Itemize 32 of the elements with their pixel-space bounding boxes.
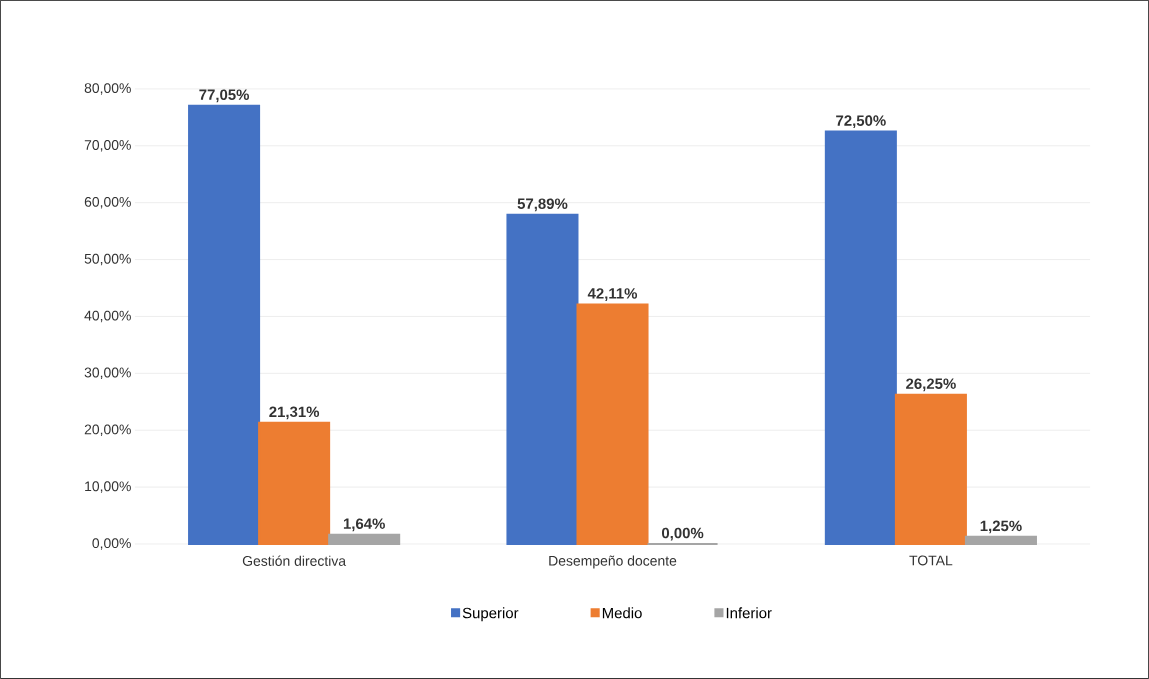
bar	[258, 421, 331, 546]
data-label: 1,64%	[343, 518, 385, 532]
bar	[576, 303, 649, 546]
data-label: 0,00%	[661, 527, 704, 541]
data-label: 42,11%	[587, 288, 638, 301]
bar	[188, 104, 261, 546]
y-tick-label: 10,00%	[85, 481, 131, 493]
bar	[328, 533, 401, 546]
y-tick-label: 40,00%	[84, 310, 131, 323]
y-tick-label: 20,00%	[84, 424, 131, 437]
data-label: 72,50%	[836, 115, 886, 129]
legend-label: Superior	[462, 607, 519, 622]
data-label: 26,25%	[906, 378, 956, 392]
y-tick-label: 80,00%	[84, 83, 131, 95]
y-tick-label: 0,00%	[92, 538, 131, 550]
x-tick-label: Gestión directiva	[242, 555, 347, 566]
x-tick-label: Desempeño docente	[549, 555, 677, 569]
data-label: 57,89%	[517, 198, 568, 212]
bar	[506, 213, 579, 546]
data-label: 1,25%	[980, 520, 1022, 534]
y-tick-label: 50,00%	[84, 253, 131, 266]
legend-label: Inferior	[726, 607, 772, 619]
bar	[964, 535, 1037, 546]
data-label: 21,31%	[269, 406, 320, 420]
y-tick-label: 30,00%	[84, 367, 131, 380]
bar	[894, 393, 967, 546]
data-label: 77,05%	[199, 89, 250, 103]
y-tick-label: 60,00%	[84, 196, 131, 209]
bar	[824, 130, 897, 546]
y-tick-label: 70,00%	[84, 140, 131, 152]
x-tick-label: TOTAL	[909, 555, 953, 566]
legend-label: Medio	[602, 607, 642, 619]
